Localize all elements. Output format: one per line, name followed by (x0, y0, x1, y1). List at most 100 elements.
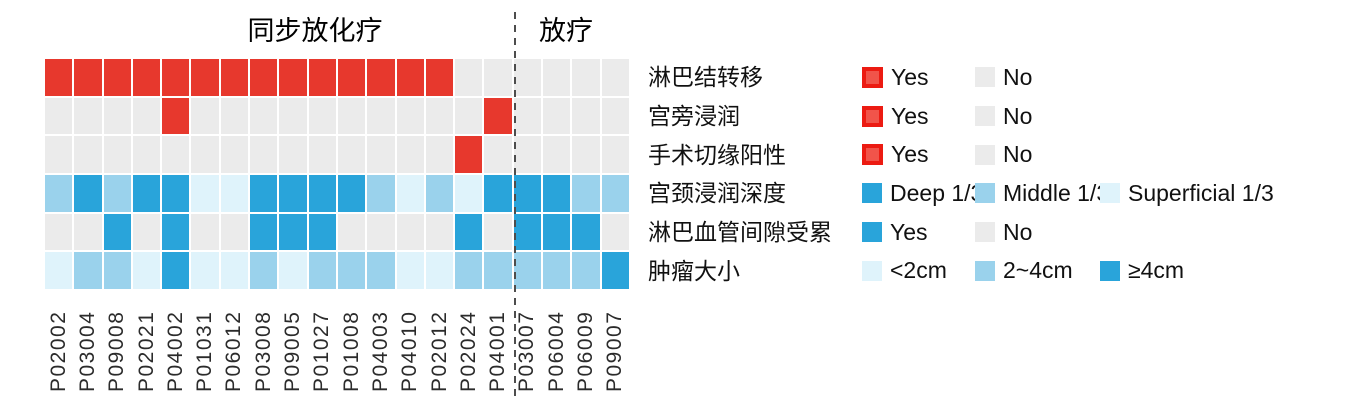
patient-id-label: P02024 (456, 310, 480, 392)
legend-item: Middle 1/3 (975, 179, 1109, 207)
heatmap-cell (483, 212, 513, 252)
group-label-radiotherapy: 放疗 (539, 16, 593, 46)
heatmap-cell (102, 96, 132, 136)
patient-id-label: P01008 (339, 310, 363, 392)
heatmap-cell (395, 96, 425, 136)
heatmap-cell (454, 212, 484, 252)
patient-id-label: P09005 (281, 310, 305, 392)
heatmap-cell (102, 135, 132, 174)
heatmap-cell (395, 174, 425, 213)
heatmap-cell (44, 251, 74, 290)
legend-label: Yes (890, 218, 928, 245)
heatmap-cell (600, 135, 630, 174)
heatmap-cell (249, 251, 279, 290)
heatmap-cell (73, 135, 103, 174)
legend-swatch-grey (975, 222, 995, 242)
legend-swatch-dark-blue (1100, 260, 1120, 281)
heatmap-cell (44, 174, 74, 213)
legend-item: 2~4cm (975, 257, 1073, 285)
group-divider-dashed-line (514, 12, 516, 398)
legend-label: ≥4cm (1128, 257, 1185, 284)
heatmap-cell (278, 58, 308, 97)
row-label: 手术切缘阳性 (648, 141, 786, 168)
legend-item: No (975, 63, 1032, 91)
heatmap-cell (102, 212, 132, 252)
legend-label: 2~4cm (1003, 257, 1073, 284)
heatmap-cell (190, 251, 220, 290)
legend-label: No (1003, 63, 1033, 90)
heatmap-cell (336, 212, 367, 252)
heatmap-cell (307, 58, 337, 97)
heatmap-cell (249, 135, 279, 174)
heatmap-cell (542, 174, 572, 213)
heatmap-cell (571, 174, 601, 213)
heatmap-cell (571, 58, 601, 97)
legend-swatch-red (862, 66, 883, 88)
legend-item: ≥4cm (1100, 257, 1184, 285)
legend-swatch-red (862, 144, 883, 166)
legend-label: <2cm (890, 257, 947, 284)
heatmap-cell (278, 174, 308, 213)
heatmap-cell (161, 58, 191, 97)
heatmap-cell (219, 212, 250, 252)
patient-id-label: P04010 (398, 310, 422, 392)
heatmap-cell (483, 251, 513, 290)
legend-item: No (975, 102, 1032, 130)
legend-swatch-dark-blue (862, 222, 882, 242)
heatmap-cell (512, 58, 543, 97)
patient-id-label: P09008 (105, 310, 129, 392)
heatmap-cell (73, 212, 103, 252)
heatmap-cell (131, 58, 162, 97)
heatmap-cell (73, 174, 103, 213)
heatmap-cell (395, 212, 425, 252)
heatmap-cell (454, 174, 484, 213)
heatmap-cell (219, 174, 250, 213)
heatmap-cell (307, 251, 337, 290)
heatmap-cell (454, 251, 484, 290)
heatmap-cell (307, 96, 337, 136)
heatmap-cell (278, 251, 308, 290)
legend-label: Deep 1/3 (890, 179, 984, 206)
legend-label: Middle 1/3 (1003, 179, 1110, 206)
heatmap-cell (454, 135, 484, 174)
heatmap-cell (73, 96, 103, 136)
heatmap-cell (249, 212, 279, 252)
heatmap-cell (366, 251, 396, 290)
heatmap-cell (44, 58, 74, 97)
legend-swatch-dark-blue (862, 183, 882, 204)
heatmap-cell (600, 212, 630, 252)
heatmap-cell (395, 58, 425, 97)
heatmap-cell (102, 174, 132, 213)
patient-id-label: P03008 (251, 310, 275, 392)
patient-id-label: P02002 (46, 310, 70, 392)
patient-id-label: P04002 (163, 310, 187, 392)
legend-swatch-grey (975, 144, 995, 165)
group-label-concurrent-chemoradiotherapy: 同步放化疗 (247, 16, 383, 46)
heatmap-cell (424, 251, 455, 290)
heatmap-cell (424, 96, 455, 136)
patient-id-label: P06009 (574, 310, 598, 392)
heatmap-cell (336, 96, 367, 136)
heatmap-cell (571, 96, 601, 136)
heatmap-cell (73, 251, 103, 290)
heatmap-cell (161, 135, 191, 174)
heatmap-cell (366, 174, 396, 213)
heatmap-cell (307, 174, 337, 213)
heatmap-cell (161, 212, 191, 252)
patient-id-label: P09007 (603, 310, 627, 392)
heatmap-cell (600, 58, 630, 97)
heatmap-cell (161, 96, 191, 136)
heatmap-cell (366, 212, 396, 252)
heatmap-cell (190, 174, 220, 213)
heatmap-cell (512, 174, 543, 213)
heatmap-cell (190, 96, 220, 136)
heatmap-cell (512, 251, 543, 290)
legend-item: No (975, 218, 1032, 246)
legend-label: Superficial 1/3 (1128, 179, 1274, 206)
heatmap-cell (131, 174, 162, 213)
heatmap-cell (131, 96, 162, 136)
legend-label: No (1003, 218, 1033, 245)
heatmap-cell (424, 174, 455, 213)
heatmap-cell (131, 212, 162, 252)
